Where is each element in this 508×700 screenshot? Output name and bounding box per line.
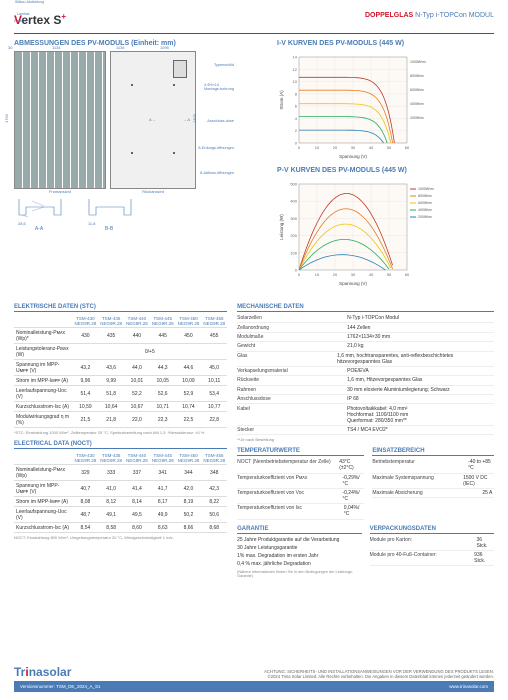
temp-title: TEMPERATURWERTE <box>237 448 364 456</box>
svg-text:12: 12 <box>293 67 298 72</box>
front-label: Frontansicht <box>14 189 106 194</box>
iv-chart: 0102030405060024681012141000W/m²800W/m²6… <box>277 51 447 161</box>
svg-text:30: 30 <box>351 145 356 150</box>
product-type: DOPPELGLAS N-Typ i-TOPCon MODUL <box>365 12 494 19</box>
svg-text:20: 20 <box>333 272 338 277</box>
svg-text:200: 200 <box>290 233 297 238</box>
svg-text:1000W/m²: 1000W/m² <box>410 60 427 64</box>
svg-text:600W/m²: 600W/m² <box>418 201 433 205</box>
einsatz-title: EINSATZBEREICH <box>372 448 494 456</box>
iv-chart-title: I-V KURVEN DES PV-MODULS (445 W) <box>277 40 494 47</box>
stc-table: TSM-430 NEG9R.28TSM-435 NEG9R.28TSM-440 … <box>14 314 227 428</box>
svg-text:50: 50 <box>387 145 392 150</box>
mech-title: MECHANISCHE DATEN <box>237 304 494 312</box>
pv-chart-title: P-V KURVEN DES PV-MODULS (445 W) <box>277 167 494 174</box>
svg-text:Spannung (V): Spannung (V) <box>339 281 367 286</box>
footer-logo: Trinasolar <box>14 665 71 679</box>
svg-text:400: 400 <box>290 199 297 204</box>
garantie-title: GARANTIE <box>237 526 361 534</box>
svg-text:Strom (A): Strom (A) <box>279 90 284 110</box>
noct-title: ELECTRICAL DATA (NOCT) <box>14 441 227 449</box>
svg-text:40: 40 <box>369 272 374 277</box>
svg-text:0: 0 <box>298 272 301 277</box>
svg-text:2: 2 <box>295 128 298 133</box>
svg-text:8: 8 <box>295 91 298 96</box>
cross-section-bb: 11,8 B-B <box>84 197 134 232</box>
svg-text:20: 20 <box>333 145 338 150</box>
svg-text:0: 0 <box>298 145 301 150</box>
svg-text:800W/m²: 800W/m² <box>410 74 425 78</box>
back-view-panel: A ← → A <box>110 51 196 189</box>
cross-section-aa: Silikon-Abdichtung Laminat Rahmen 28,5 A… <box>14 197 64 232</box>
front-view-panel <box>14 51 106 189</box>
svg-text:400W/m²: 400W/m² <box>418 208 433 212</box>
svg-text:10: 10 <box>315 272 320 277</box>
svg-text:Leistung (W): Leistung (W) <box>279 214 284 240</box>
svg-text:60: 60 <box>405 145 410 150</box>
svg-text:200W/m²: 200W/m² <box>418 215 433 219</box>
svg-text:800W/m²: 800W/m² <box>418 194 433 198</box>
svg-text:600W/m²: 600W/m² <box>410 88 425 92</box>
svg-text:4: 4 <box>295 116 298 121</box>
svg-text:100: 100 <box>290 250 297 255</box>
svg-text:Spannung (V): Spannung (V) <box>339 154 367 159</box>
svg-text:6: 6 <box>295 104 298 109</box>
svg-text:400W/m²: 400W/m² <box>410 102 425 106</box>
svg-text:10: 10 <box>315 145 320 150</box>
svg-text:200W/m²: 200W/m² <box>410 116 425 120</box>
stc-title: ELEKTRISCHE DATEN (STC) <box>14 304 227 312</box>
footer-bar: Versionsnummer: TSM_DE_2024_A_S1 www.tri… <box>14 681 494 692</box>
svg-text:10: 10 <box>293 79 298 84</box>
pv-chart: 010203040506001002003004005001000W/m²800… <box>277 178 447 288</box>
svg-text:40: 40 <box>369 145 374 150</box>
svg-text:60: 60 <box>405 272 410 277</box>
back-label: Rückansicht <box>110 189 196 194</box>
svg-text:500: 500 <box>290 182 297 187</box>
svg-text:14: 14 <box>293 55 298 60</box>
svg-text:30: 30 <box>351 272 356 277</box>
noct-table: TSM-430 NEG9R.28TSM-435 NEG9R.28TSM-440 … <box>14 451 227 533</box>
mech-table: SolarzellenN-Typ i-TOPCon ModulZellanord… <box>237 314 494 435</box>
svg-text:1000W/m²: 1000W/m² <box>418 187 435 191</box>
pack-title: VERPACKUNGSDATEN <box>370 526 494 534</box>
svg-text:300: 300 <box>290 216 297 221</box>
svg-text:50: 50 <box>387 272 392 277</box>
